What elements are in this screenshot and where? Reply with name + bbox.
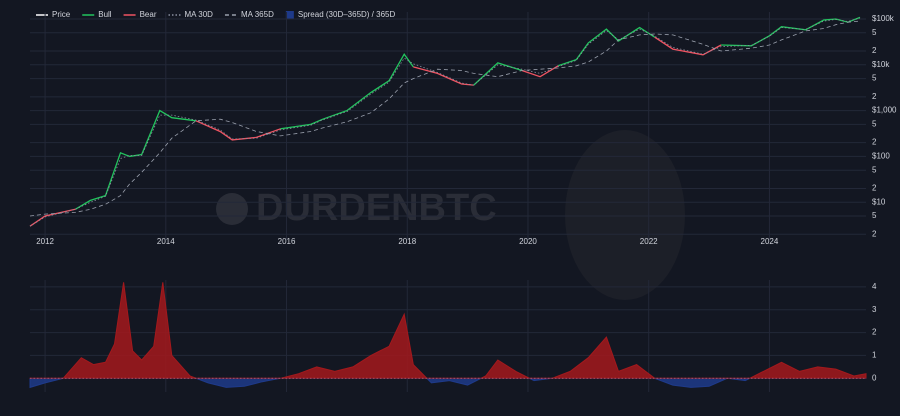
y-tick-label: 2 bbox=[872, 46, 877, 55]
y-tick-label: 1 bbox=[872, 351, 877, 360]
legend-label: MA 365D bbox=[241, 10, 274, 19]
x-tick-label: 2014 bbox=[157, 237, 175, 246]
watermark-portrait bbox=[565, 130, 685, 300]
y-tick-label: $100 bbox=[872, 152, 890, 161]
line bbox=[195, 120, 281, 141]
y-tick-label: 2 bbox=[872, 184, 877, 193]
legend-label: Bear bbox=[140, 10, 157, 19]
line bbox=[280, 52, 414, 130]
legend-label: Price bbox=[52, 10, 71, 19]
legend-label: MA 30D bbox=[184, 10, 213, 19]
y-tick-label: 0 bbox=[872, 373, 877, 382]
x-tick-label: 2016 bbox=[278, 237, 296, 246]
line bbox=[557, 26, 656, 67]
y-tick-label: 3 bbox=[872, 305, 877, 314]
y-tick-label: 4 bbox=[872, 282, 877, 291]
y-tick-label: 2 bbox=[872, 229, 877, 238]
y-tick-label: 5 bbox=[872, 165, 877, 174]
x-tick-label: 2020 bbox=[519, 237, 537, 246]
y-tick-label: 2 bbox=[872, 328, 877, 337]
legend-label: Bull bbox=[98, 10, 112, 19]
line bbox=[521, 65, 559, 78]
y-tick-label: 5 bbox=[872, 28, 877, 37]
watermark: DURDENBTC bbox=[256, 187, 497, 229]
area bbox=[29, 282, 867, 389]
y-tick-label: 2 bbox=[872, 138, 877, 147]
y-tick-label: $10 bbox=[872, 197, 886, 206]
x-tick-label: 2018 bbox=[398, 237, 416, 246]
x-tick-label: 2012 bbox=[36, 237, 54, 246]
legend-label: Spread (30D–365D) / 365D bbox=[298, 10, 396, 19]
legend: Price Bull Bear MA 30D MA 365D Spread (30D–36… bbox=[36, 10, 395, 19]
x-tick-label: 2022 bbox=[640, 237, 658, 246]
y-tick-label: $10k bbox=[872, 60, 890, 69]
line bbox=[654, 36, 722, 56]
line bbox=[721, 16, 861, 47]
y-tick-label: $100k bbox=[872, 14, 895, 23]
line bbox=[473, 62, 523, 86]
line bbox=[413, 66, 474, 86]
y-tick-label: $1,000 bbox=[872, 106, 897, 115]
y-tick-label: 2 bbox=[872, 92, 877, 101]
y-tick-label: 5 bbox=[872, 74, 877, 83]
x-tick-label: 2024 bbox=[761, 237, 779, 246]
y-tick-label: 5 bbox=[872, 120, 877, 129]
line bbox=[29, 17, 861, 227]
watermark-logo bbox=[216, 193, 248, 225]
legend-swatch bbox=[285, 11, 294, 19]
y-tick-label: 5 bbox=[872, 211, 877, 220]
